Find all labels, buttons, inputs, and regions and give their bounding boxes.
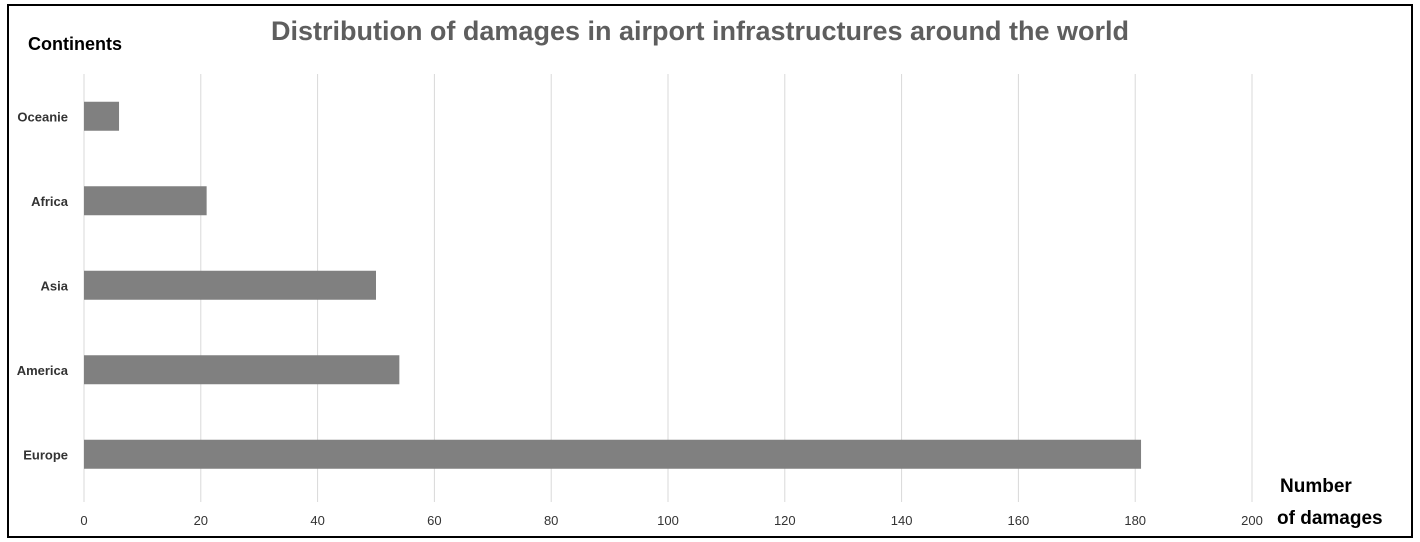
bars [84, 101, 1142, 469]
category-label-africa: Africa [31, 194, 69, 209]
x-tick-label: 120 [774, 513, 796, 528]
x-tick-label: 160 [1008, 513, 1030, 528]
category-label-europe: Europe [23, 447, 68, 462]
x-tick-label: 140 [891, 513, 913, 528]
x-axis-label-line1: Number [1280, 476, 1352, 497]
x-tick-label: 20 [194, 513, 208, 528]
chart-title: Distribution of damages in airport infra… [271, 16, 1129, 46]
bar-europe [84, 439, 1142, 469]
gridlines [83, 74, 1253, 502]
x-tick-label: 80 [544, 513, 558, 528]
x-tick-label: 40 [310, 513, 324, 528]
x-axis-label-line2: of damages [1277, 508, 1383, 529]
category-label-oceanie: Oceanie [17, 109, 68, 124]
bar-asia [84, 270, 376, 300]
category-labels: Oceanie Africa Asia America Europe [17, 109, 69, 462]
x-tick-label: 200 [1241, 513, 1263, 528]
category-label-america: America [17, 363, 69, 378]
x-tick-labels: 0 20 40 60 80 100 120 140 160 180 200 [80, 513, 1262, 528]
y-axis-label: Continents [28, 34, 122, 54]
x-tick-label: 180 [1124, 513, 1146, 528]
bar-america [84, 355, 400, 385]
bar-oceanie [84, 101, 120, 131]
bar-africa [84, 186, 207, 216]
category-label-asia: Asia [41, 278, 69, 293]
x-tick-label: 100 [657, 513, 679, 528]
x-tick-label: 0 [80, 513, 87, 528]
x-tick-label: 60 [427, 513, 441, 528]
